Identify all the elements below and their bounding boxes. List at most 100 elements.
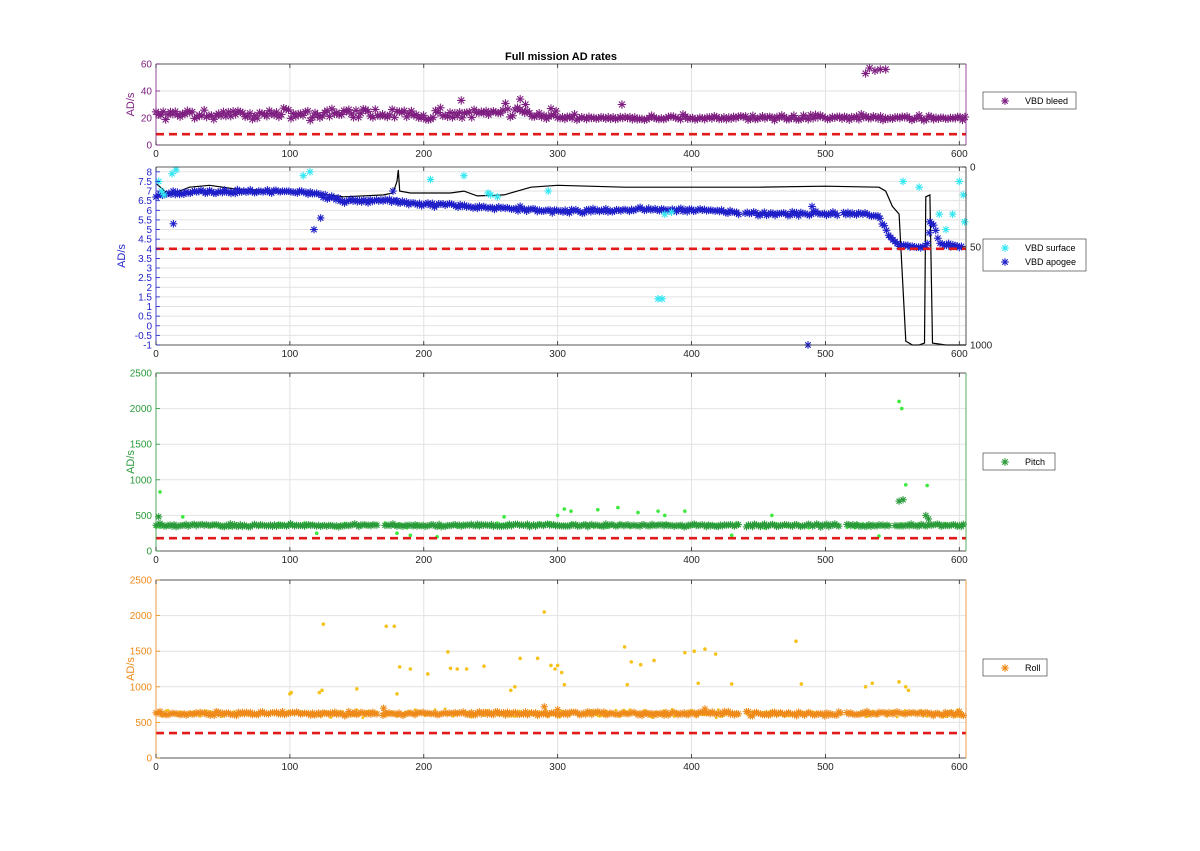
- roll-dot: [535, 656, 540, 661]
- y-tick-label: 6.5: [138, 196, 152, 207]
- y-tick-label: 500: [135, 511, 152, 522]
- surface-point: [942, 225, 950, 234]
- y-tick-label: 8: [146, 167, 152, 178]
- roll-dot: [906, 688, 911, 693]
- plot-area: [156, 167, 966, 345]
- x-tick-label: 200: [415, 555, 432, 566]
- bleed-point: [159, 107, 168, 116]
- pitch-point: [734, 520, 742, 529]
- roll-dot: [317, 690, 322, 695]
- legend-marker: [1001, 458, 1009, 466]
- roll-point: [380, 704, 388, 712]
- axes-bleed: 0 100 200 300 400 500 600 0 20 40 60 AD/s: [125, 60, 970, 160]
- y-axis-label: AD/s: [116, 244, 128, 268]
- y-tick-label: 5: [146, 225, 152, 236]
- y-tick-label: 4.5: [138, 235, 152, 246]
- legend-box: [982, 658, 1048, 677]
- y-tick-label: 2500: [130, 576, 153, 587]
- roll-dot: [355, 687, 359, 691]
- x-tick-label: 600: [951, 555, 968, 566]
- roll-dot: [713, 652, 718, 656]
- roll-dot: [518, 656, 522, 661]
- roll-dot: [513, 685, 517, 689]
- x-tick-label: 0: [153, 762, 159, 773]
- data-marks: [152, 610, 967, 720]
- legend-label: VBD bleed: [1025, 96, 1068, 106]
- bleed-point: [515, 94, 525, 104]
- roll-dot: [408, 667, 413, 671]
- data-marks: [151, 63, 970, 125]
- apogee-point: [876, 214, 884, 223]
- roll-dot: [555, 663, 560, 668]
- bleed-point: [371, 105, 380, 114]
- roll-dot: [714, 716, 718, 720]
- x-tick-label: 600: [951, 762, 968, 773]
- surface-point: [935, 210, 944, 218]
- apogee-point: [428, 199, 437, 208]
- surface-point: [157, 187, 166, 195]
- y-tick-label: 3: [146, 264, 152, 275]
- bleed-point: [617, 100, 627, 109]
- roll-dot: [329, 716, 333, 719]
- y-tick-label: 1000: [130, 682, 153, 693]
- bleed-point: [861, 69, 870, 78]
- pitch-dot: [899, 406, 904, 411]
- x-tick-label: 300: [549, 762, 566, 773]
- y-tick-label: 1000: [130, 475, 153, 486]
- x-tick-label: 500: [817, 349, 834, 360]
- y2-tick-label: 0: [970, 163, 976, 174]
- x-tick-label: 300: [549, 555, 566, 566]
- y-tick-label: 4: [146, 244, 152, 255]
- y-tick-label: 1: [146, 302, 152, 313]
- apogee-point: [310, 225, 318, 234]
- y-tick-label: 2000: [130, 404, 153, 415]
- surface-point: [960, 218, 969, 226]
- surface-point: [658, 295, 666, 303]
- plot-area: [156, 580, 966, 758]
- x-tick-label: 600: [951, 149, 968, 160]
- x-tick-label: 400: [683, 149, 700, 160]
- pitch-point: [373, 521, 381, 529]
- surface-point: [948, 210, 957, 218]
- apogee-point: [808, 202, 816, 211]
- y-tick-label: 1500: [130, 647, 153, 658]
- roll-dot: [799, 682, 804, 686]
- roll-dot: [549, 663, 553, 668]
- roll-dot: [395, 692, 399, 696]
- x-tick-label: 200: [415, 149, 432, 160]
- roll-dot: [629, 660, 634, 664]
- roll-point: [734, 710, 742, 718]
- apogee-point: [931, 226, 940, 235]
- roll-dot: [903, 685, 908, 689]
- roll-dot: [289, 690, 294, 695]
- y2-tick-label: 50: [970, 242, 982, 253]
- roll-dot: [794, 639, 798, 644]
- roll-point: [540, 703, 548, 711]
- x-tick-label: 200: [415, 762, 432, 773]
- bleed-point: [521, 100, 530, 109]
- roll-dot: [562, 682, 567, 687]
- x-tick-label: 100: [282, 149, 299, 160]
- pitch-dot: [903, 482, 908, 487]
- pitch-dot: [180, 515, 185, 519]
- bleed-point: [187, 107, 197, 117]
- surface-point: [959, 191, 968, 199]
- roll-dot: [448, 666, 453, 671]
- legend-label: Roll: [1025, 663, 1041, 673]
- bleed-point: [351, 106, 361, 115]
- pitch-dot: [662, 513, 667, 518]
- apogee-point: [389, 187, 397, 195]
- legend-marker: [1001, 258, 1009, 266]
- x-tick-label: 400: [683, 349, 700, 360]
- y-tick-label: 0.5: [138, 312, 152, 323]
- roll-dot: [482, 664, 486, 668]
- y-tick-label: 7.5: [138, 177, 152, 188]
- x-tick-label: 300: [549, 149, 566, 160]
- roll-dot: [622, 645, 627, 649]
- pitch-dot: [897, 399, 901, 404]
- roll-dot: [397, 665, 402, 669]
- roll-dot: [384, 624, 389, 629]
- x-tick-label: 100: [282, 555, 299, 566]
- surface-point: [899, 177, 907, 186]
